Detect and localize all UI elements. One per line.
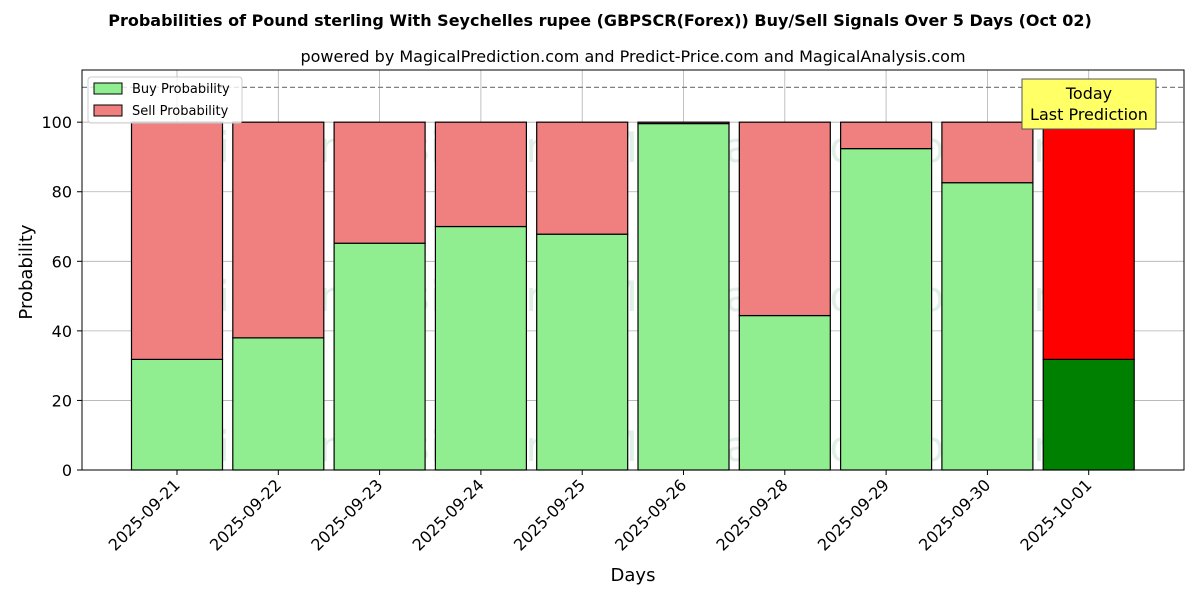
sell-bar bbox=[333, 121, 426, 244]
legend-swatch bbox=[93, 82, 123, 95]
chart-subtitle: powered by MagicalPrediction.com and Pre… bbox=[300, 47, 965, 66]
x-axis-label: Days bbox=[611, 565, 656, 586]
buy-bar bbox=[941, 182, 1034, 471]
sell-bar bbox=[738, 121, 831, 317]
x-tick-label: 2025-09-22 bbox=[206, 475, 285, 554]
y-tick-label: 40 bbox=[52, 322, 72, 341]
legend-box bbox=[87, 76, 243, 124]
legend: Buy Probability Sell Probability bbox=[87, 76, 243, 124]
sell-bar bbox=[232, 121, 325, 339]
plot-frame bbox=[81, 69, 1185, 471]
annotation-text: Last Prediction bbox=[1030, 105, 1148, 124]
buy-bar bbox=[130, 358, 224, 471]
buy-bar bbox=[1042, 358, 1135, 471]
buy-bar bbox=[637, 122, 730, 471]
sell-bar bbox=[839, 121, 933, 150]
chart-title: Probabilities of Pound sterling With Sey… bbox=[108, 11, 1092, 30]
buy-bar bbox=[738, 314, 831, 471]
sell-bar bbox=[130, 121, 224, 360]
sell-bar bbox=[637, 121, 730, 125]
y-tick-label: 0 bbox=[62, 461, 72, 480]
buy-bar bbox=[333, 242, 426, 471]
x-tick-label: 2025-09-24 bbox=[409, 475, 488, 554]
bars-layer bbox=[82, 86, 1184, 471]
annotation-layer: Today Last Prediction bbox=[1021, 78, 1157, 130]
y-tick-label: 60 bbox=[52, 252, 72, 271]
legend-swatch bbox=[93, 104, 123, 117]
sell-bar bbox=[536, 121, 629, 235]
x-tick-label: 2025-09-29 bbox=[814, 475, 893, 554]
y-axis-label: Probability bbox=[16, 224, 37, 319]
y-tick-label: 100 bbox=[41, 113, 72, 132]
sell-bar bbox=[1042, 121, 1135, 360]
x-tick-label: 2025-09-23 bbox=[307, 475, 386, 554]
annotation-box bbox=[1021, 78, 1157, 130]
x-tick-label: 2025-10-01 bbox=[1016, 475, 1095, 554]
x-tick-label: 2025-09-25 bbox=[510, 475, 589, 554]
x-tick-label: 2025-09-26 bbox=[611, 475, 690, 554]
legend-label: Buy Probability bbox=[132, 82, 230, 97]
x-tick-label: 2025-09-30 bbox=[915, 475, 994, 554]
buy-bar bbox=[839, 148, 933, 471]
x-tick-label: 2025-09-21 bbox=[105, 475, 184, 554]
buy-bar bbox=[232, 337, 325, 471]
sell-bar bbox=[941, 121, 1034, 184]
y-tick-label: 20 bbox=[52, 391, 72, 410]
annotation-text: Today bbox=[1065, 84, 1112, 103]
sell-bar bbox=[434, 121, 527, 228]
y-tick-label: 80 bbox=[52, 183, 72, 202]
x-tick-label: 2025-09-28 bbox=[712, 475, 791, 554]
buy-bar bbox=[536, 233, 629, 471]
legend-label: Sell Probability bbox=[132, 104, 229, 119]
buy-bar bbox=[434, 225, 527, 471]
